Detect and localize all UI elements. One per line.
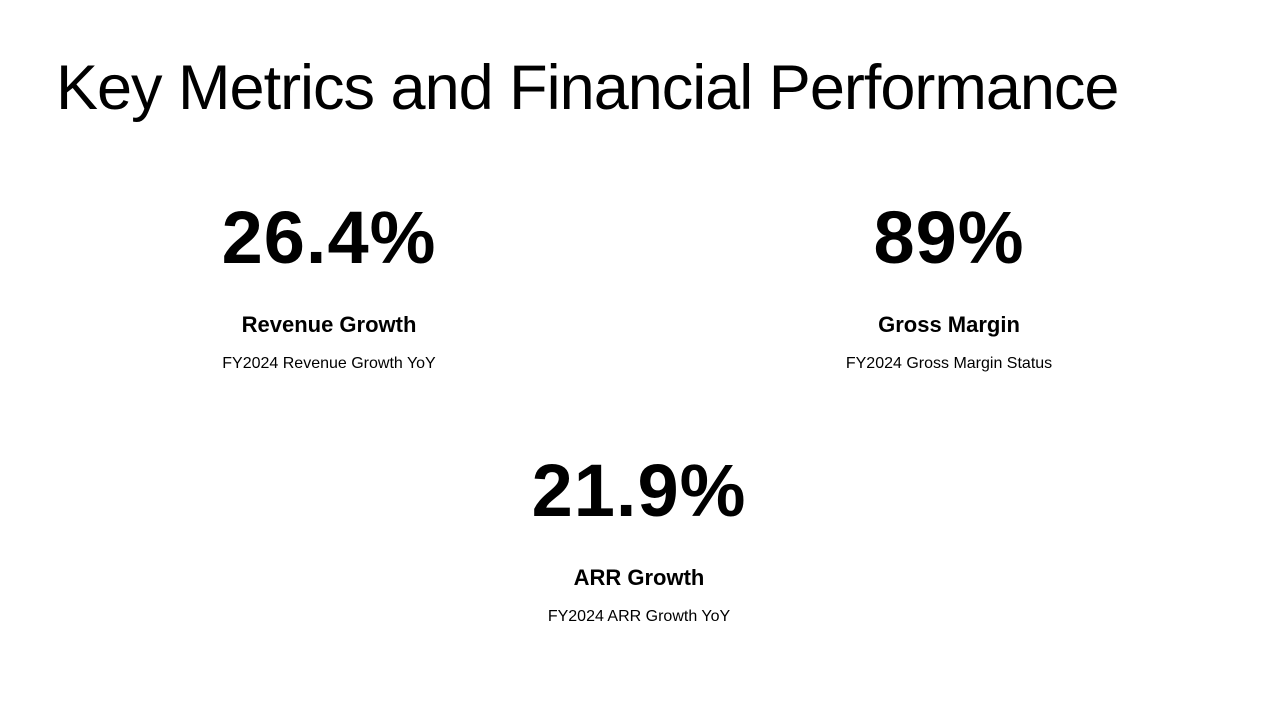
metric-label: ARR Growth xyxy=(573,565,705,590)
metric-arr-growth: 21.9% ARR Growth FY2024 ARR Growth YoY xyxy=(389,451,889,627)
metric-revenue-growth: 26.4% Revenue Growth FY2024 Revenue Grow… xyxy=(79,198,579,374)
metric-description: FY2024 Revenue Growth YoY xyxy=(222,355,436,372)
metric-description: FY2024 ARR Growth YoY xyxy=(547,608,731,625)
metric-description: FY2024 Gross Margin Status xyxy=(845,355,1053,372)
page-title: Key Metrics and Financial Performance xyxy=(56,53,1119,123)
metric-gross-margin: 89% Gross Margin FY2024 Gross Margin Sta… xyxy=(699,198,1199,374)
metric-label: Revenue Growth xyxy=(241,312,417,337)
metric-label: Gross Margin xyxy=(878,312,1020,337)
metric-value: 89% xyxy=(873,196,1025,279)
metric-value: 26.4% xyxy=(221,196,437,279)
metric-value: 21.9% xyxy=(531,449,747,532)
